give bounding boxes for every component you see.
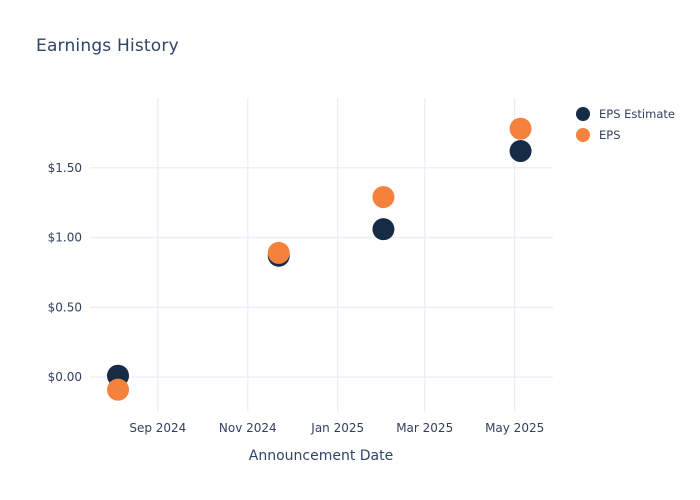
data-point-eps-estimate[interactable] — [509, 140, 532, 163]
data-point-eps[interactable] — [107, 378, 130, 401]
x-tick-label: Mar 2025 — [396, 421, 453, 435]
axis-tick-labels: $0.00 $0.50 $1.00 $1.50 Sep 2024 Nov 2024 Jan … — [48, 161, 545, 435]
y-tick-label: $0.50 — [48, 300, 82, 314]
x-axis-title: Announcement Date — [248, 448, 394, 464]
eps-estimate-marker-icon — [576, 106, 590, 121]
legend-label: EPS Estimate — [599, 106, 675, 121]
x-tick-label: Sep 2024 — [129, 421, 186, 435]
legend-label: EPS — [599, 127, 621, 142]
data-point-eps[interactable] — [267, 241, 290, 264]
x-tick-label: Jan 2025 — [310, 421, 364, 435]
data-points — [107, 117, 532, 401]
y-tick-label: $1.50 — [48, 161, 82, 175]
y-tick-label: $0.00 — [48, 370, 82, 384]
legend-item-eps-estimate[interactable]: EPS Estimate — [576, 103, 675, 124]
gridlines — [90, 98, 553, 412]
eps-marker-icon — [576, 127, 590, 142]
legend-item-eps[interactable]: EPS — [576, 124, 675, 145]
chart-legend: EPS Estimate EPS — [576, 103, 675, 145]
x-tick-label: May 2025 — [485, 421, 544, 435]
data-point-eps-estimate[interactable] — [372, 218, 395, 241]
data-point-eps[interactable] — [372, 186, 395, 209]
y-tick-label: $1.00 — [48, 231, 82, 245]
data-point-eps[interactable] — [509, 117, 532, 140]
chart-title: Earnings History — [36, 36, 179, 56]
x-tick-label: Nov 2024 — [219, 421, 277, 435]
